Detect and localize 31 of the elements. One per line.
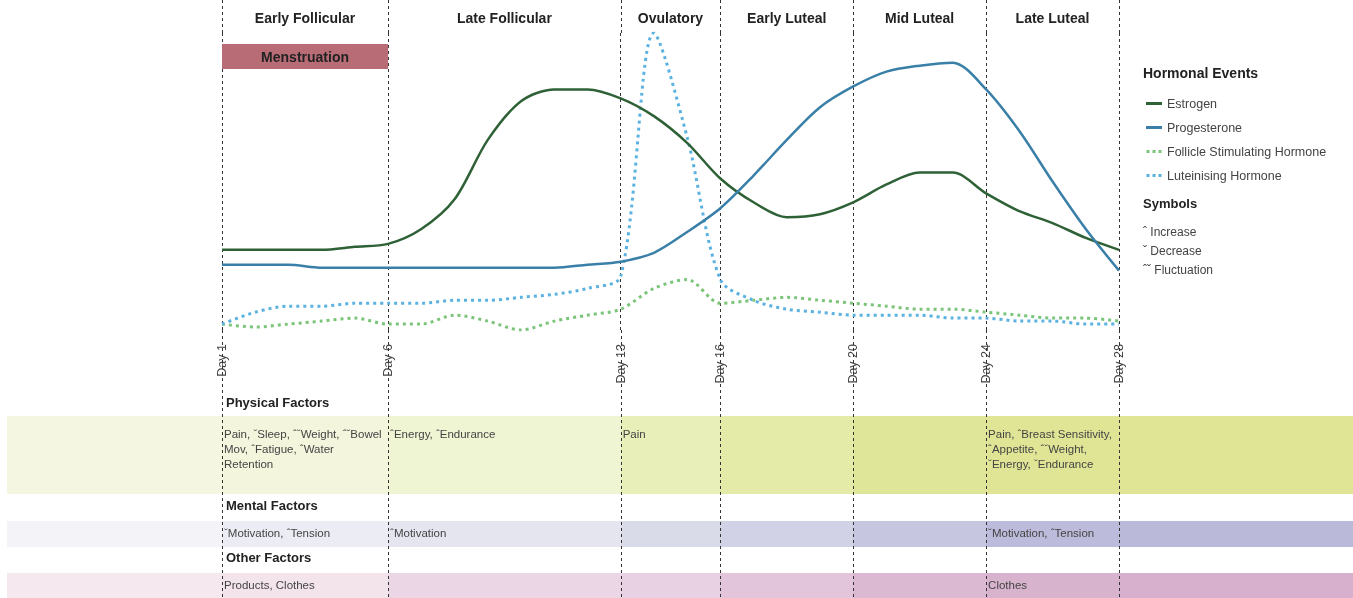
text: Early Luteal	[746, 10, 828, 26]
text: Physical Factors	[226, 395, 330, 410]
x-tick-label: Day 13	[613, 343, 628, 384]
text: ˆ Increase	[1143, 225, 1197, 239]
text: ˆˇ Fluctuation	[1143, 263, 1214, 277]
text: Late Luteal	[1014, 10, 1091, 26]
legend-title: Hormonal Events	[1143, 65, 1259, 81]
text: Products, Clothes	[224, 578, 316, 593]
text: Late Follicular	[455, 10, 553, 26]
text: Pain, ˆBreast Sensitivity, ˆAppetite, ˆˇWeight, ˇEnergy, ˇEndurance	[988, 427, 1113, 472]
x-tick-label: Day 6	[381, 343, 396, 377]
legend-label: Progesterone	[1167, 120, 1243, 135]
text: Symbols	[1143, 196, 1198, 211]
text: Other Factors	[226, 550, 312, 565]
text: Clothes	[988, 578, 1029, 593]
x-tick-label: Day 1	[215, 343, 229, 377]
legend-label: Follicle Stimulating Hormone	[1167, 144, 1327, 159]
band-label: Menstruation	[261, 48, 349, 65]
text: Mid Luteal	[884, 10, 956, 26]
text: Pain, ˇSleep, ˆˇWeight, ˆˇBowel Mov, ˆFatigue, ˆWater Retention	[224, 427, 383, 472]
text: Ovulatory	[636, 10, 705, 26]
text: Pain	[622, 427, 647, 442]
legend-label: Estrogen	[1167, 96, 1218, 111]
text: ˇ Decrease	[1143, 244, 1202, 258]
text: ˇMotivation, ˆTension	[988, 526, 1096, 541]
text: Early Follicular	[253, 10, 357, 26]
legend-label: Luteinising Hormone	[1167, 168, 1282, 183]
text: ˆMotivation	[390, 526, 448, 541]
text: Mental Factors	[226, 498, 318, 513]
text: ˆEnergy, ˆEndurance	[390, 427, 497, 442]
text: ˇMotivation, ˆTension	[224, 526, 332, 541]
